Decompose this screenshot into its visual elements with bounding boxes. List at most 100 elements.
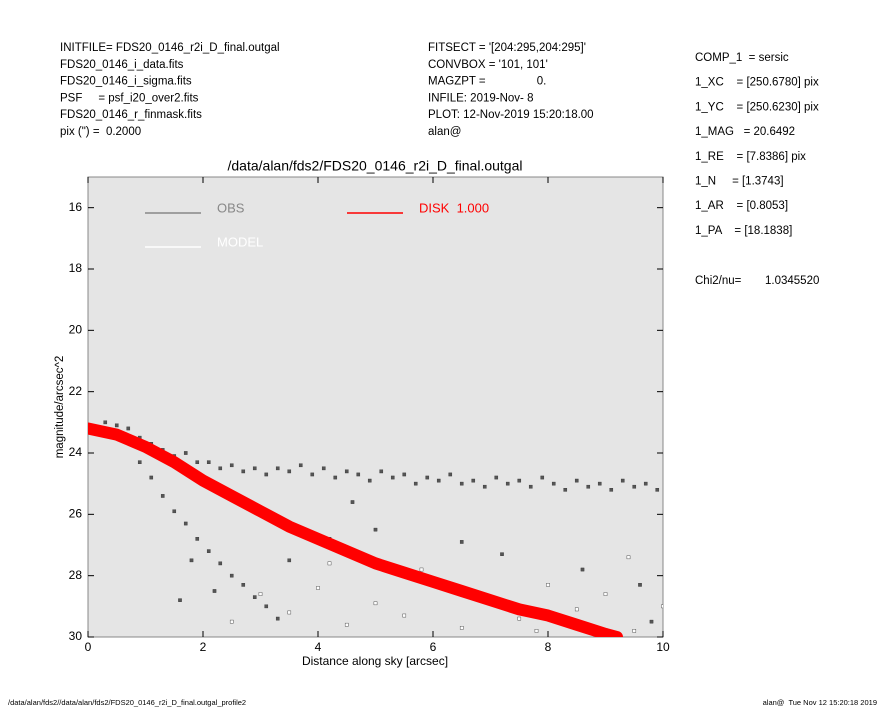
data-point bbox=[574, 478, 579, 483]
data-point bbox=[586, 484, 591, 489]
fit-param: 1_YC = [250.6230] pix bbox=[695, 101, 819, 113]
chi2-label: Chi2/nu= bbox=[695, 275, 742, 287]
data-point bbox=[367, 478, 372, 483]
legend-label: MODEL bbox=[217, 234, 263, 249]
x-tick-label: 8 bbox=[545, 640, 552, 654]
y-tick-label: 28 bbox=[69, 568, 83, 582]
x-tick-label: 2 bbox=[200, 640, 207, 654]
data-point bbox=[563, 488, 568, 492]
model-band bbox=[88, 422, 623, 637]
data-point bbox=[160, 494, 165, 498]
data-point bbox=[661, 604, 663, 609]
header-line: INITFILE= FDS20_0146_r2i_D_final.outgal bbox=[60, 42, 280, 54]
data-point bbox=[149, 475, 154, 480]
data-point bbox=[298, 463, 303, 468]
y-tick-label: 16 bbox=[69, 200, 83, 214]
data-point bbox=[574, 607, 579, 612]
data-point bbox=[103, 420, 108, 425]
data-point bbox=[114, 423, 119, 428]
y-tick-label: 22 bbox=[69, 384, 83, 398]
data-point bbox=[402, 613, 407, 618]
data-point bbox=[534, 629, 539, 633]
data-point bbox=[344, 469, 349, 474]
x-tick-label: 6 bbox=[430, 640, 437, 654]
header-line: CONVBOX = '101, 101' bbox=[428, 59, 548, 71]
data-point bbox=[459, 626, 464, 630]
data-point bbox=[241, 583, 246, 587]
data-point bbox=[459, 540, 464, 544]
data-point bbox=[419, 567, 424, 572]
y-tick-label: 18 bbox=[69, 261, 83, 275]
y-tick-label: 30 bbox=[69, 629, 83, 643]
data-point bbox=[264, 604, 269, 609]
data-point bbox=[436, 478, 441, 483]
x-axis-label: Distance along sky [arcsec] bbox=[302, 654, 448, 668]
data-point bbox=[195, 460, 200, 465]
data-point bbox=[500, 552, 504, 556]
data-point bbox=[580, 567, 585, 572]
data-point bbox=[212, 589, 217, 593]
data-point bbox=[344, 622, 349, 627]
data-point bbox=[425, 475, 430, 480]
data-point bbox=[643, 481, 648, 486]
fit-param: 1_PA = [18.1838] bbox=[695, 225, 792, 237]
data-point bbox=[402, 472, 407, 477]
x-tick-label: 0 bbox=[85, 640, 92, 654]
data-point bbox=[310, 472, 315, 477]
data-point bbox=[183, 521, 188, 526]
header-line: FITSECT = '[204:295,204:295]' bbox=[428, 42, 586, 54]
data-point bbox=[172, 509, 177, 514]
fit-param: 1_MAG = 20.6492 bbox=[695, 126, 795, 138]
data-point bbox=[649, 619, 654, 624]
header-line: MAGZPT = 0. bbox=[428, 76, 546, 88]
data-point bbox=[638, 583, 642, 587]
data-point bbox=[528, 484, 533, 489]
data-point bbox=[137, 460, 142, 465]
footer-right: alan@ Tue Nov 12 15:20:18 2019 bbox=[763, 698, 877, 707]
data-point bbox=[264, 472, 269, 477]
y-tick-label: 24 bbox=[69, 445, 83, 459]
data-point bbox=[126, 426, 131, 431]
data-point bbox=[597, 481, 602, 486]
data-point bbox=[603, 592, 608, 596]
data-point bbox=[178, 598, 182, 602]
data-point bbox=[275, 466, 280, 471]
data-point bbox=[316, 586, 320, 590]
header-line: alan@ bbox=[428, 126, 461, 138]
chart-title: /data/alan/fds2/FDS20_0146_r2i_D_final.o… bbox=[228, 158, 523, 174]
data-point bbox=[252, 595, 257, 599]
fit-param: 1_N = [1.3743] bbox=[695, 176, 784, 188]
data-point bbox=[218, 561, 223, 566]
data-point bbox=[206, 460, 211, 465]
data-point bbox=[275, 616, 280, 621]
data-point bbox=[206, 549, 211, 553]
data-point bbox=[609, 488, 614, 492]
data-point bbox=[505, 481, 510, 486]
header-line: FDS20_0146_i_sigma.fits bbox=[60, 76, 192, 88]
header-line: pix (") = 0.2000 bbox=[60, 126, 141, 138]
data-point bbox=[471, 478, 476, 483]
data-point bbox=[373, 601, 378, 606]
data-point bbox=[241, 469, 246, 474]
data-point bbox=[356, 472, 361, 477]
footer-left: /data/alan/fds2//data/alan/fds2/FDS20_01… bbox=[8, 698, 246, 707]
data-point bbox=[379, 469, 384, 474]
header-line: FDS20_0146_i_data.fits bbox=[60, 59, 184, 71]
y-axis-label: magnitude/arcsec^2 bbox=[54, 356, 66, 459]
data-point bbox=[327, 561, 332, 566]
data-point bbox=[620, 478, 625, 483]
data-point bbox=[287, 610, 292, 615]
header-line: INFILE: 2019-Nov- 8 bbox=[428, 92, 533, 104]
data-point bbox=[540, 475, 545, 480]
data-point bbox=[218, 466, 223, 471]
legend-label: DISK 1.000 bbox=[419, 200, 489, 215]
data-point bbox=[229, 573, 234, 578]
fit-param: 1_RE = [7.8386] pix bbox=[695, 151, 806, 163]
data-point bbox=[258, 592, 263, 596]
data-point bbox=[632, 484, 637, 489]
fit-param: COMP_1 = sersic bbox=[695, 52, 789, 64]
data-point bbox=[287, 469, 292, 474]
data-point bbox=[287, 558, 292, 563]
